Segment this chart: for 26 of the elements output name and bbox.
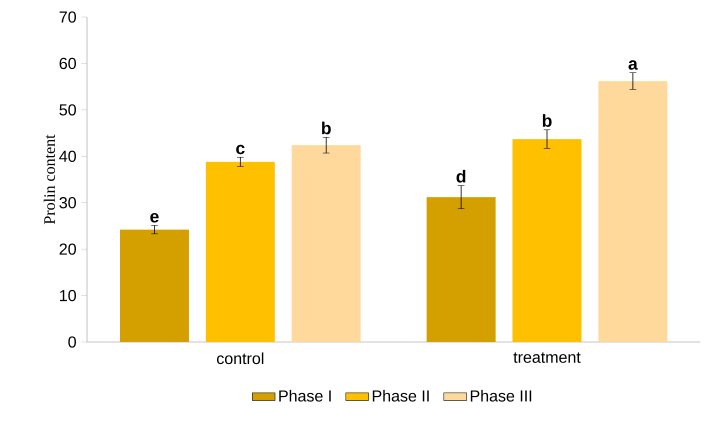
y-tick-label: 40 xyxy=(59,150,76,162)
y-tick-label: 70 xyxy=(60,11,76,23)
data-label: c xyxy=(236,144,245,154)
bar xyxy=(292,145,361,342)
bar xyxy=(206,162,275,342)
data-label: e xyxy=(150,213,159,223)
y-tick-label: 0 xyxy=(68,336,76,348)
data-label: d xyxy=(456,170,466,183)
y-tick-label: 60 xyxy=(60,58,76,70)
x-tick-label: treatment xyxy=(513,352,581,363)
legend-label: Phase II xyxy=(372,390,429,402)
legend-label: Phase I xyxy=(279,390,331,402)
data-label: b xyxy=(322,122,331,134)
bar xyxy=(120,230,189,342)
y-tick-label: 30 xyxy=(59,197,76,208)
data-label: a xyxy=(628,60,638,70)
bar xyxy=(598,81,668,342)
bar xyxy=(512,139,582,342)
y-tick-label: 20 xyxy=(60,243,76,255)
y-tick-label: 50 xyxy=(59,104,76,116)
y-axis-title: Prolin content xyxy=(44,134,55,224)
legend-label: Phase III xyxy=(470,390,532,402)
y-tick-label: 10 xyxy=(60,290,76,302)
x-tick-label: control xyxy=(216,352,264,364)
data-label: b xyxy=(542,114,552,127)
bar xyxy=(426,197,496,342)
